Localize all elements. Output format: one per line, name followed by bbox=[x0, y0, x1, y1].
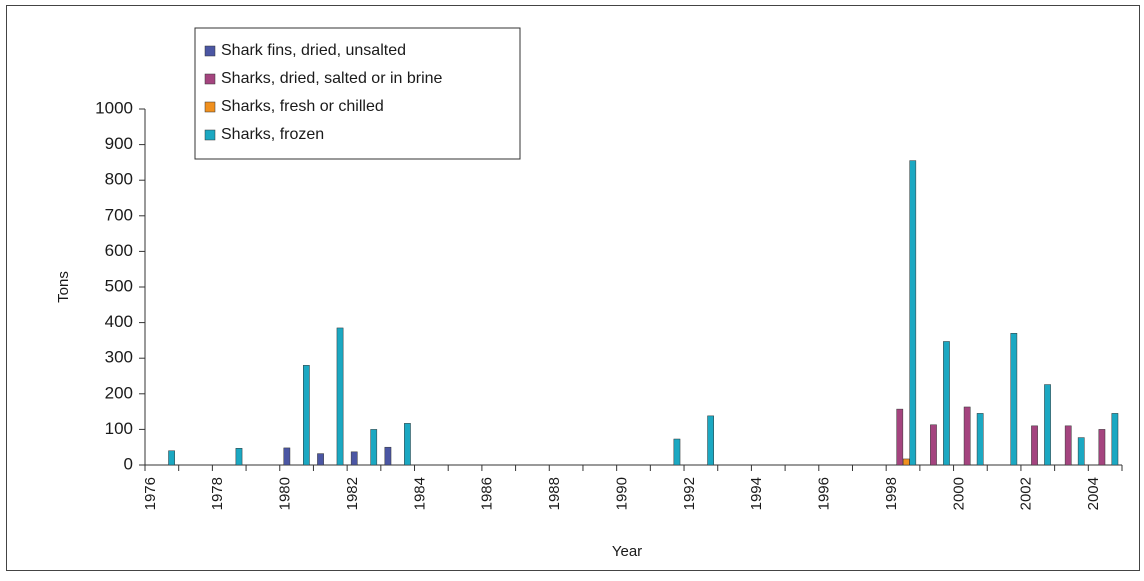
y-tick-label: 900 bbox=[105, 134, 133, 153]
legend-swatch bbox=[204, 101, 216, 113]
x-tick-label: 1998 bbox=[883, 477, 900, 510]
bar bbox=[317, 453, 324, 466]
bar bbox=[1044, 384, 1051, 466]
x-tick-label: 2000 bbox=[950, 477, 967, 510]
x-tick-label: 2004 bbox=[1085, 477, 1102, 510]
x-axis-label: Year bbox=[612, 543, 642, 560]
bar bbox=[384, 446, 392, 466]
legend-label: Sharks, frozen bbox=[221, 126, 324, 143]
legend-swatch bbox=[204, 129, 216, 141]
bar bbox=[336, 327, 344, 466]
bar bbox=[707, 415, 714, 466]
x-tick-label: 1976 bbox=[142, 477, 159, 510]
x-tick-label: 2002 bbox=[1018, 477, 1035, 510]
x-tick-label: 1994 bbox=[748, 477, 765, 510]
bar bbox=[404, 423, 411, 466]
bar bbox=[1031, 425, 1038, 466]
x-tick-label: 1988 bbox=[546, 477, 563, 510]
x-tick-label: 1978 bbox=[209, 477, 226, 510]
y-tick-label: 700 bbox=[105, 205, 133, 224]
legend-label: Sharks, fresh or chilled bbox=[221, 98, 384, 115]
x-tick-label: 1982 bbox=[344, 477, 361, 510]
y-tick-label: 1000 bbox=[95, 98, 133, 117]
legend-swatch bbox=[204, 73, 216, 85]
bar bbox=[303, 365, 310, 466]
legend-swatch bbox=[204, 45, 216, 57]
y-tick-label: 0 bbox=[124, 454, 133, 473]
x-tick-label: 1992 bbox=[681, 477, 698, 510]
bar bbox=[963, 406, 971, 466]
x-tick-label: 1980 bbox=[277, 477, 294, 510]
bar bbox=[1111, 413, 1119, 466]
bar bbox=[1098, 429, 1106, 466]
y-tick-label: 400 bbox=[105, 312, 133, 331]
bar bbox=[909, 160, 917, 466]
y-tick-label: 100 bbox=[105, 419, 133, 438]
bar bbox=[283, 447, 291, 466]
bar bbox=[673, 438, 681, 466]
y-axis-label: Tons bbox=[55, 271, 72, 303]
bar bbox=[350, 451, 358, 466]
legend-label: Sharks, dried, salted or in brine bbox=[221, 70, 443, 87]
bar bbox=[1077, 437, 1085, 466]
frame bbox=[6, 5, 1140, 571]
bar bbox=[902, 458, 910, 466]
x-tick-label: 1984 bbox=[411, 477, 428, 510]
bar bbox=[930, 424, 937, 466]
bar bbox=[1010, 333, 1018, 466]
x-tick-label: 1986 bbox=[479, 477, 496, 510]
legend-label: Shark fins, dried, unsalted bbox=[221, 42, 406, 59]
bar bbox=[943, 341, 950, 466]
bar bbox=[168, 450, 175, 466]
y-tick-label: 800 bbox=[105, 170, 133, 189]
x-tick-label: 1996 bbox=[816, 477, 833, 510]
legend-box bbox=[194, 27, 521, 160]
x-tick-label: 1990 bbox=[613, 477, 630, 510]
y-tick-label: 300 bbox=[105, 348, 133, 367]
y-tick-label: 600 bbox=[105, 241, 133, 260]
bar bbox=[370, 429, 378, 466]
bar bbox=[896, 408, 904, 466]
bar bbox=[1064, 425, 1072, 466]
bar bbox=[235, 448, 243, 466]
bar bbox=[976, 413, 984, 466]
y-tick-label: 500 bbox=[105, 276, 133, 295]
y-tick-label: 200 bbox=[105, 383, 133, 402]
